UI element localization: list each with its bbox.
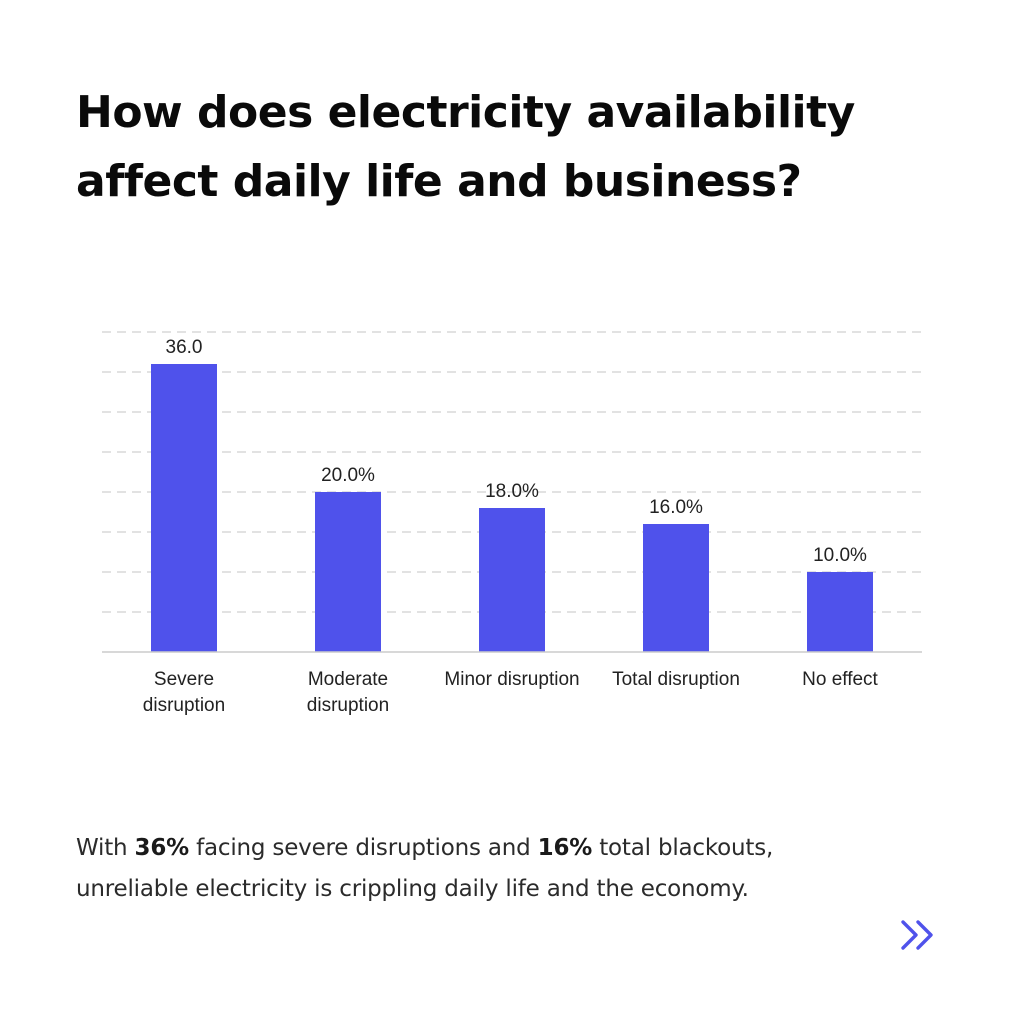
summary-line-1: With 36% facing severe disruptions and 1… — [76, 828, 956, 869]
summary-text-part: With — [76, 835, 135, 861]
bar-value-label: 20.0% — [321, 465, 375, 486]
category-label: disruption — [143, 695, 225, 716]
category-label: No effect — [802, 669, 878, 690]
summary-highlight-total: 16% — [537, 835, 593, 861]
category-label: Moderate — [308, 669, 388, 690]
page-title: How does electricity availability affect… — [76, 78, 936, 216]
bar — [643, 524, 709, 652]
title-line-2: affect daily life and business? — [76, 156, 802, 207]
chart-category-labels: Severe disruption Moderate disruption Minor … — [143, 669, 879, 716]
bar — [151, 364, 217, 652]
bar — [479, 508, 545, 652]
bar — [807, 572, 873, 652]
category-label: Total disruption — [612, 669, 740, 690]
chart-bars — [151, 364, 873, 652]
category-label: Minor disruption — [444, 669, 579, 690]
chart-data-labels: 36.0 20.0% 18.0% 16.0% 10.0% — [166, 337, 868, 566]
bar-chart: 36.0 20.0% 18.0% 16.0% 10.0% Severe disruptio… — [102, 331, 922, 716]
bar-value-label: 18.0% — [485, 481, 539, 502]
bar-value-label: 10.0% — [813, 545, 867, 566]
bar-value-label: 16.0% — [649, 497, 703, 518]
bar — [315, 492, 381, 652]
double-chevron-right-icon[interactable] — [898, 918, 938, 952]
title-line-1: How does electricity availability — [76, 87, 855, 138]
bar-value-label: 36.0 — [166, 337, 203, 358]
summary-text-part: total blackouts, — [592, 835, 774, 861]
category-label: Severe — [154, 669, 214, 690]
summary-text-part: facing severe disruptions and — [189, 835, 538, 861]
summary-highlight-severe: 36% — [134, 835, 190, 861]
summary-line-2: unreliable electricity is crippling dail… — [76, 876, 749, 902]
summary-text: With 36% facing severe disruptions and 1… — [76, 828, 956, 910]
category-label: disruption — [307, 695, 389, 716]
